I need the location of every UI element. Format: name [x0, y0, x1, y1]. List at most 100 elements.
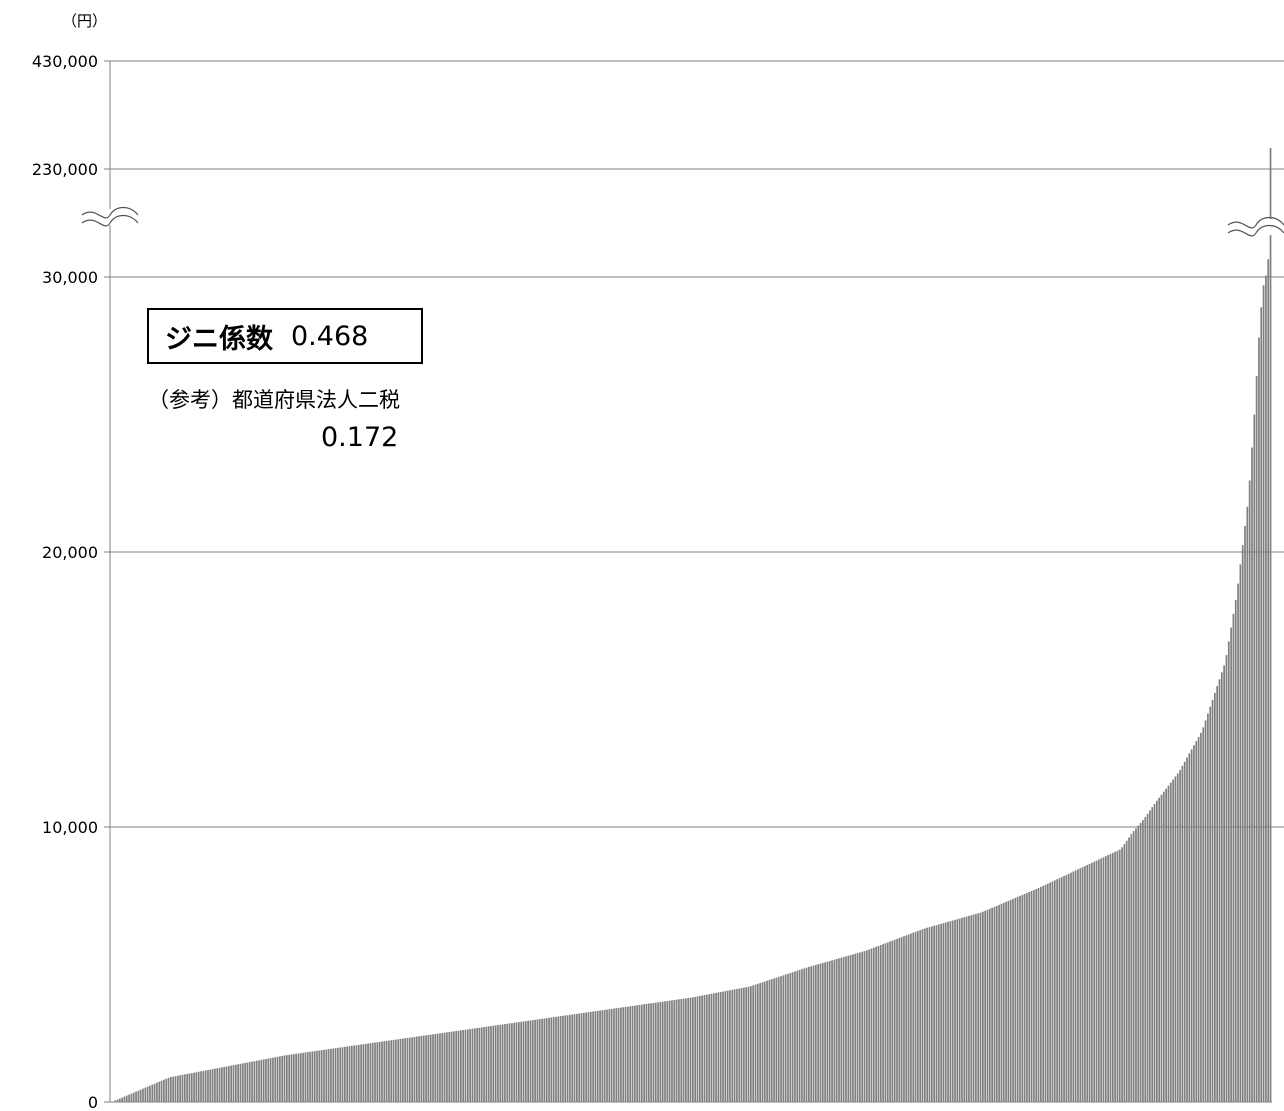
bar-6: [125, 1095, 128, 1102]
bar-286: [775, 977, 778, 1102]
bar-258: [710, 993, 713, 1102]
bar-320: [854, 953, 857, 1102]
bar-158: [478, 1027, 481, 1102]
bar-131: [415, 1036, 418, 1102]
bar-448: [1151, 807, 1154, 1102]
bar-58: [246, 1062, 249, 1102]
bar-165: [494, 1025, 497, 1102]
bar-208: [594, 1011, 597, 1102]
bar-12: [139, 1089, 142, 1103]
bar-319: [852, 954, 854, 1102]
bar-405: [1051, 881, 1054, 1102]
bar-222: [627, 1006, 629, 1102]
bar-422: [1091, 862, 1093, 1102]
bar-358: [942, 923, 945, 1102]
bar-435: [1121, 847, 1123, 1102]
bar-489: [1246, 506, 1249, 1103]
bar-127: [406, 1037, 409, 1102]
bar-336: [891, 940, 894, 1102]
bar-256: [705, 994, 708, 1102]
gridlines: [110, 60, 1284, 828]
bar-46: [218, 1067, 221, 1102]
bar-420: [1086, 864, 1089, 1102]
bar-16: [149, 1085, 151, 1102]
bar-293: [791, 972, 794, 1102]
bar-475: [1214, 692, 1216, 1102]
bar-339: [898, 937, 901, 1102]
bar-456: [1169, 782, 1172, 1102]
bar-66: [265, 1058, 267, 1102]
bar-481: [1227, 641, 1230, 1103]
bar-253: [698, 995, 701, 1102]
bar-469: [1200, 732, 1202, 1102]
bar-125: [402, 1038, 404, 1102]
gini-label: ジニ係数: [165, 323, 273, 355]
bar-170: [506, 1023, 509, 1102]
bar-302: [812, 965, 815, 1102]
bar-450: [1156, 800, 1158, 1102]
bar-23: [165, 1078, 168, 1102]
bar-330: [877, 945, 880, 1102]
bar-230: [645, 1003, 648, 1102]
bar-245: [680, 998, 683, 1102]
bar-478: [1220, 672, 1223, 1102]
bar-351: [926, 927, 929, 1102]
bar-250: [692, 997, 694, 1102]
bar-141: [439, 1033, 441, 1102]
bar-260: [715, 992, 717, 1102]
bar-276: [752, 985, 755, 1102]
bar-411: [1065, 874, 1068, 1102]
bar-432: [1114, 851, 1116, 1102]
bar-179: [527, 1020, 529, 1102]
bar-215: [610, 1008, 613, 1102]
bar-227: [638, 1004, 641, 1102]
bar-480: [1225, 655, 1228, 1103]
bar-342: [905, 935, 908, 1102]
bar-57: [244, 1062, 246, 1102]
bar-232: [650, 1003, 652, 1102]
bar-421: [1088, 863, 1091, 1102]
bar-196: [566, 1015, 569, 1102]
bar-301: [810, 966, 813, 1102]
bar-297: [801, 969, 803, 1102]
y-axis-break: [81, 206, 139, 227]
bar-74: [283, 1055, 286, 1102]
y-tick-label-3: 30,000: [42, 268, 98, 287]
bar-355: [935, 925, 938, 1102]
bar-305: [819, 963, 822, 1102]
bar-436: [1123, 844, 1126, 1102]
bar-132: [418, 1036, 420, 1102]
bar-332: [882, 944, 884, 1102]
bar-333: [884, 943, 887, 1102]
bar-51: [230, 1065, 233, 1102]
bar-65: [262, 1059, 265, 1102]
bar-247: [685, 998, 687, 1102]
bar-39: [202, 1070, 205, 1102]
bar-175: [518, 1022, 520, 1102]
bar-440: [1132, 831, 1135, 1103]
bar-379: [991, 907, 993, 1102]
bar-257: [708, 994, 710, 1102]
bar-206: [589, 1011, 592, 1102]
bar-28: [176, 1075, 179, 1102]
bar-177: [522, 1021, 525, 1102]
bar-91: [323, 1049, 325, 1102]
bar-291: [787, 973, 789, 1102]
bar-277: [754, 984, 757, 1102]
bar-45: [216, 1068, 219, 1102]
y-axis: [104, 60, 111, 1103]
bar-296: [798, 969, 801, 1102]
bar-172: [511, 1023, 513, 1102]
bar-352: [928, 927, 931, 1102]
bar-285: [773, 978, 775, 1102]
bar-161: [485, 1026, 488, 1102]
bar-106: [357, 1044, 360, 1102]
bar-101: [346, 1046, 349, 1102]
bar-83: [304, 1052, 307, 1102]
bar-219: [620, 1007, 622, 1102]
bar-41: [207, 1069, 209, 1102]
bar-202: [580, 1013, 583, 1102]
bar-8: [130, 1093, 133, 1102]
bar-203: [582, 1012, 585, 1102]
bar-55: [239, 1063, 242, 1102]
